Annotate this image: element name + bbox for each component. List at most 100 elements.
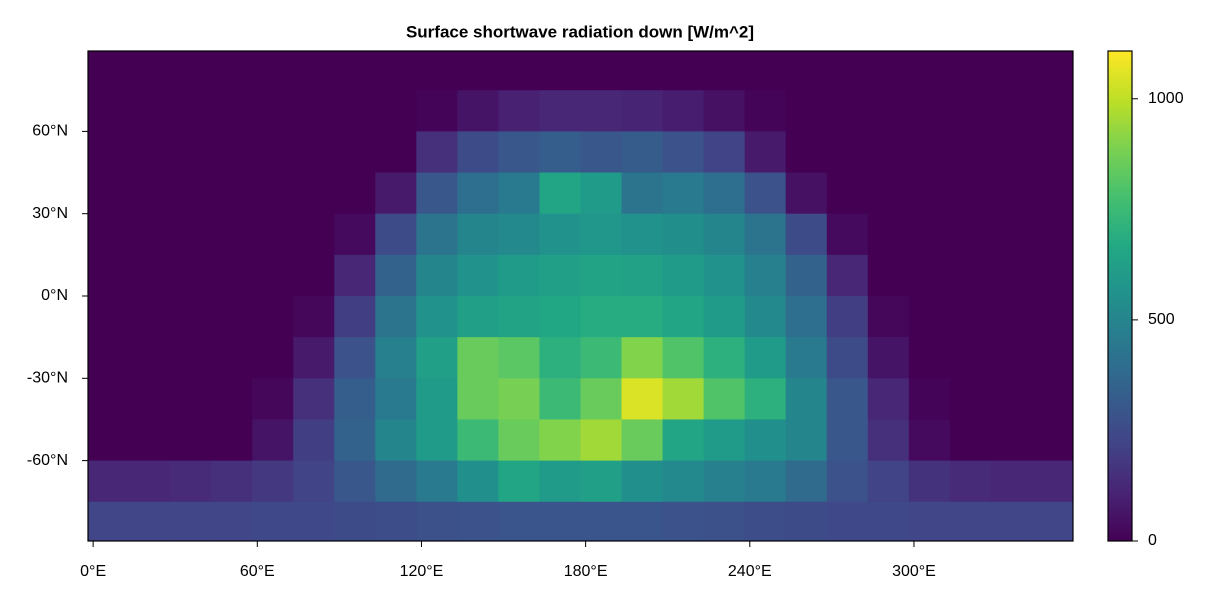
- heat-cell: [785, 172, 828, 215]
- heat-cell: [539, 296, 582, 338]
- heat-cell: [908, 213, 951, 256]
- heat-cell: [1031, 501, 1073, 541]
- heat-cell: [867, 378, 910, 421]
- heat-cell: [498, 501, 541, 541]
- heat-cell: [211, 501, 253, 541]
- heat-cell: [129, 172, 171, 215]
- heat-cell: [826, 419, 869, 462]
- heat-cell: [88, 419, 130, 462]
- heat-cell: [211, 131, 253, 174]
- heat-cell: [908, 51, 951, 91]
- heat-cell: [867, 419, 910, 462]
- heat-cell: [744, 460, 787, 503]
- heat-cell: [88, 90, 130, 132]
- heat-cell: [580, 51, 623, 91]
- heat-cell: [990, 419, 1033, 462]
- heat-cell: [867, 296, 910, 338]
- heat-cell: [703, 90, 746, 132]
- heat-cell: [621, 378, 664, 421]
- y-tick-label: 0°N: [41, 287, 68, 304]
- heat-cell: [949, 51, 992, 91]
- heat-cell: [703, 460, 746, 503]
- colorbar-tick-label: 0: [1148, 532, 1157, 549]
- heat-cell: [334, 501, 376, 541]
- colorbar: [1107, 50, 1133, 542]
- heat-cell: [621, 90, 664, 132]
- heat-cell: [252, 254, 294, 297]
- heat-cell: [457, 460, 500, 503]
- heat-cell: [375, 213, 417, 256]
- heat-cell: [662, 172, 705, 215]
- heat-cell: [990, 51, 1033, 91]
- x-tick-label: 240°E: [728, 563, 772, 580]
- x-tick-label: 60°E: [240, 563, 275, 580]
- heat-cell: [826, 460, 869, 503]
- heat-cell: [88, 337, 130, 379]
- heat-cell: [1031, 378, 1073, 421]
- heat-cell: [621, 296, 664, 338]
- heatmap: [88, 51, 1073, 541]
- heat-cell: [908, 296, 951, 338]
- heat-cell: [498, 296, 541, 338]
- heat-cell: [744, 51, 787, 91]
- heat-cell: [334, 172, 376, 215]
- heat-cell: [908, 419, 951, 462]
- heat-cell: [580, 90, 623, 132]
- heat-cell: [129, 337, 171, 379]
- heat-cell: [498, 51, 541, 91]
- heat-cell: [88, 172, 130, 215]
- heat-cell: [990, 337, 1033, 379]
- heat-cell: [498, 378, 541, 421]
- heat-cell: [170, 419, 212, 462]
- heat-cell: [826, 378, 869, 421]
- heat-cell: [539, 378, 582, 421]
- heat-cell: [949, 90, 992, 132]
- heat-cell: [539, 337, 582, 379]
- heat-cell: [826, 90, 869, 132]
- heat-cell: [785, 419, 828, 462]
- heat-cell: [662, 460, 705, 503]
- heat-cell: [293, 213, 335, 256]
- heat-cell: [252, 419, 294, 462]
- heat-cell: [211, 460, 253, 503]
- heat-cell: [785, 213, 828, 256]
- heat-cell: [621, 51, 664, 91]
- heat-cell: [170, 501, 212, 541]
- heat-cell: [293, 296, 335, 338]
- heat-cell: [416, 51, 458, 91]
- heat-cell: [129, 213, 171, 256]
- heat-cell: [662, 131, 705, 174]
- heat-cell: [211, 337, 253, 379]
- heat-cell: [334, 337, 376, 379]
- heat-cell: [826, 337, 869, 379]
- heat-cell: [170, 296, 212, 338]
- heat-cell: [252, 90, 294, 132]
- heat-cell: [375, 419, 417, 462]
- x-tick-label: 180°E: [564, 563, 608, 580]
- heat-cell: [949, 172, 992, 215]
- heat-cell: [908, 460, 951, 503]
- heat-cell: [580, 337, 623, 379]
- heat-cell: [826, 131, 869, 174]
- heat-cell: [293, 460, 335, 503]
- heat-cell: [908, 131, 951, 174]
- heat-cell: [252, 51, 294, 91]
- heat-cell: [457, 337, 500, 379]
- heat-cell: [293, 172, 335, 215]
- heat-cell: [252, 172, 294, 215]
- heat-cell: [293, 254, 335, 297]
- heat-cell: [252, 296, 294, 338]
- heat-cell: [416, 296, 458, 338]
- heat-cell: [1031, 337, 1073, 379]
- heat-cell: [88, 501, 130, 541]
- heat-cell: [785, 131, 828, 174]
- heat-cell: [744, 296, 787, 338]
- heat-cell: [334, 254, 376, 297]
- heat-cell: [334, 296, 376, 338]
- heat-cell: [211, 172, 253, 215]
- heat-cell: [703, 337, 746, 379]
- heat-cell: [88, 296, 130, 338]
- heat-cell: [334, 419, 376, 462]
- heat-cell: [662, 501, 705, 541]
- heat-cell: [908, 254, 951, 297]
